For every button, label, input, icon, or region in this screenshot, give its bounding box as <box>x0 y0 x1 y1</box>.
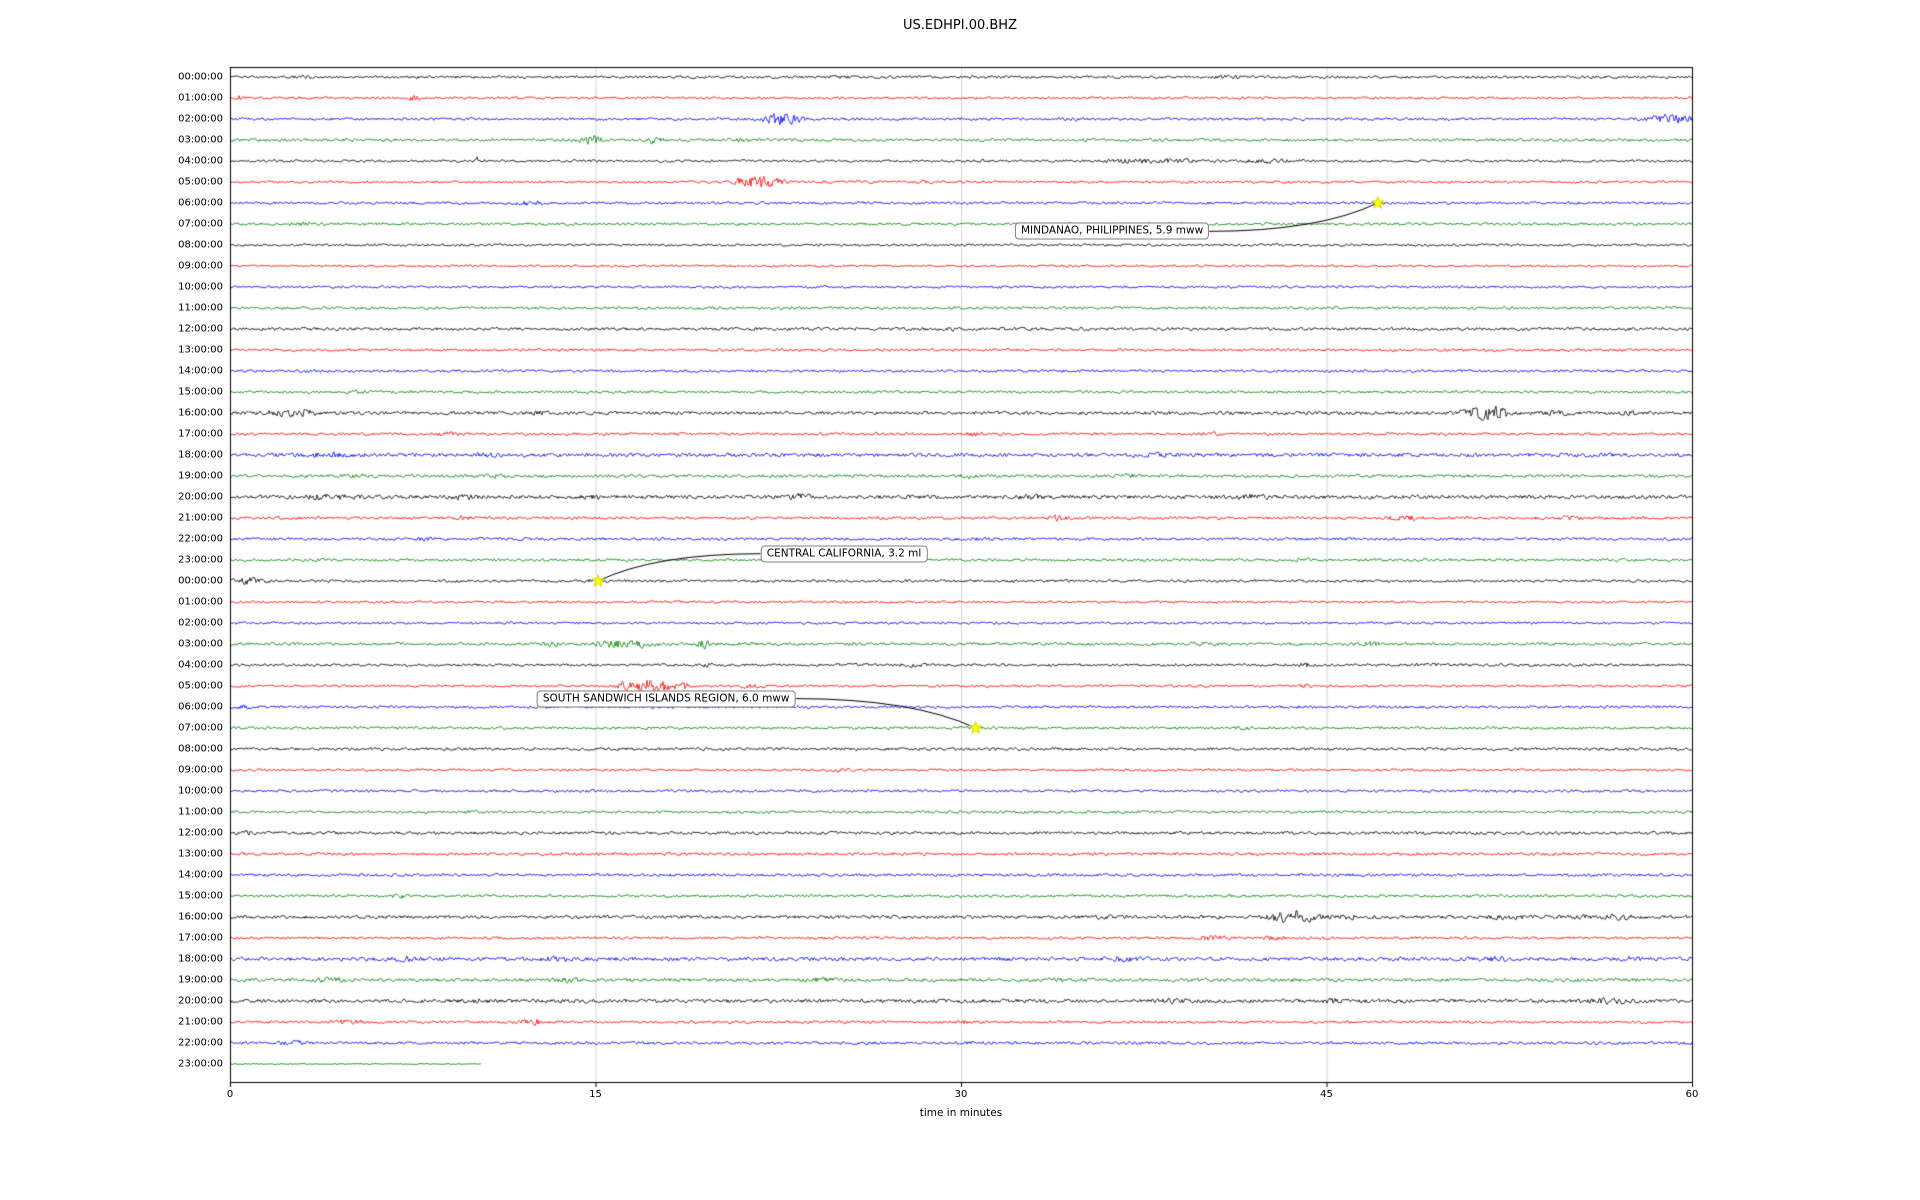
y-tick-label: 07:00:00 <box>178 722 223 734</box>
x-tick-label: 45 <box>1320 1089 1333 1100</box>
y-tick-label: 09:00:00 <box>178 764 223 776</box>
y-tick-label: 06:00:00 <box>178 701 223 713</box>
y-tick-label: 17:00:00 <box>178 932 223 944</box>
x-tick-label: 60 <box>1685 1089 1699 1100</box>
y-tick-label: 11:00:00 <box>178 806 223 818</box>
y-tick-label: 14:00:00 <box>178 869 223 881</box>
y-axis-labels: 00:00:00 01:00:00 02:00:00 03:00:00 04:00:00… <box>0 0 223 1200</box>
y-tick-label: 23:00:00 <box>178 1058 223 1070</box>
y-tick-label: 11:00:00 <box>178 302 223 314</box>
y-tick-label: 10:00:00 <box>178 281 223 293</box>
x-tick-label: 15 <box>589 1089 602 1100</box>
y-tick-label: 16:00:00 <box>178 407 223 419</box>
y-tick-label: 10:00:00 <box>178 785 223 797</box>
y-tick-label: 02:00:00 <box>178 113 223 125</box>
y-tick-label: 03:00:00 <box>178 134 223 146</box>
y-tick-label: 05:00:00 <box>178 176 223 188</box>
chart-title: US.EDHPI.00.BHZ <box>903 18 1017 33</box>
y-tick-label: 17:00:00 <box>178 428 223 440</box>
y-tick-label: 21:00:00 <box>178 1016 223 1028</box>
y-tick-label: 06:00:00 <box>178 197 223 209</box>
y-tick-label: 18:00:00 <box>178 953 223 965</box>
y-tick-label: 19:00:00 <box>178 470 223 482</box>
x-axis-tick-labels: 0 15 30 45 60 <box>0 1089 1920 1103</box>
y-tick-label: 04:00:00 <box>178 659 223 671</box>
y-tick-label: 20:00:00 <box>178 995 223 1007</box>
y-tick-label: 21:00:00 <box>178 512 223 524</box>
y-tick-label: 16:00:00 <box>178 911 223 923</box>
y-tick-label: 01:00:00 <box>178 92 223 104</box>
y-tick-label: 07:00:00 <box>178 218 223 230</box>
y-tick-label: 13:00:00 <box>178 848 223 860</box>
y-tick-label: 15:00:00 <box>178 890 223 902</box>
y-tick-label: 00:00:00 <box>178 71 223 83</box>
y-tick-label: 18:00:00 <box>178 449 223 461</box>
y-tick-label: 09:00:00 <box>178 260 223 272</box>
y-tick-label: 22:00:00 <box>178 533 223 545</box>
y-tick-label: 23:00:00 <box>178 554 223 566</box>
x-axis-title: time in minutes <box>919 1107 1003 1119</box>
y-tick-label: 02:00:00 <box>178 617 223 629</box>
y-tick-label: 19:00:00 <box>178 974 223 986</box>
y-tick-label: 08:00:00 <box>178 239 223 251</box>
y-tick-label: 03:00:00 <box>178 638 223 650</box>
y-tick-label: 05:00:00 <box>178 680 223 692</box>
y-tick-label: 20:00:00 <box>178 491 223 503</box>
y-tick-label: 15:00:00 <box>178 386 223 398</box>
y-tick-label: 14:00:00 <box>178 365 223 377</box>
y-tick-label: 08:00:00 <box>178 743 223 755</box>
y-tick-label: 00:00:00 <box>178 575 223 587</box>
x-tick-label: 0 <box>226 1089 234 1100</box>
y-tick-label: 12:00:00 <box>178 323 223 335</box>
y-tick-label: 22:00:00 <box>178 1037 223 1049</box>
y-tick-label: 13:00:00 <box>178 344 223 356</box>
x-tick-label: 30 <box>954 1089 968 1100</box>
y-tick-label: 12:00:00 <box>178 827 223 839</box>
y-tick-label: 01:00:00 <box>178 596 223 608</box>
y-tick-label: 04:00:00 <box>178 155 223 167</box>
